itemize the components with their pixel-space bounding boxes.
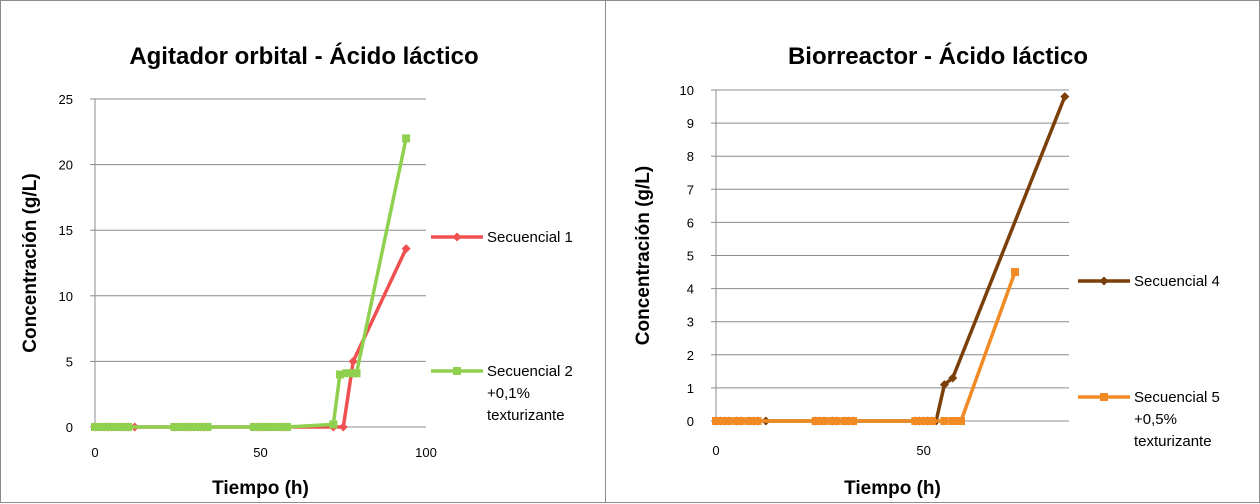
- y-tick-label: 20: [59, 158, 73, 173]
- x-tick-label: 0: [712, 443, 719, 458]
- y-tick-label: 3: [687, 315, 694, 330]
- y-tick-label: 2: [687, 348, 694, 363]
- x-tick-label: 50: [253, 445, 267, 460]
- chart-panel-left: Agitador orbital - Ácido láctico 0 5 10 15 20…: [0, 0, 606, 503]
- series-2-point: [335, 370, 344, 379]
- series-3-point: [939, 380, 949, 390]
- series-4-legend-label: texturizante: [1134, 433, 1212, 450]
- series-1-line: [95, 247, 408, 429]
- series-4-point: [940, 417, 949, 425]
- chart-title: Agitador orbital - Ácido láctico: [129, 42, 478, 70]
- series-1-point: [338, 422, 348, 432]
- series-4-point: [736, 417, 745, 425]
- series-4-point: [811, 417, 820, 425]
- series-3-point: [948, 373, 958, 383]
- chart-right: Biorreactor - Ácido láctico 0 1 2 3 4 5 6 7 8 9 10 0…: [633, 42, 1220, 499]
- series-4-point: [1011, 268, 1020, 277]
- y-tick-label: 5: [687, 249, 694, 264]
- series-4-point: [745, 417, 754, 425]
- series-4-point: [923, 417, 932, 425]
- y-tick-label: 15: [59, 223, 73, 238]
- y-tick-label: 10: [59, 289, 73, 304]
- series-4-point: [732, 417, 741, 425]
- series-4-point: [815, 417, 824, 425]
- y-tick-label: 0: [687, 414, 694, 429]
- series-4-point: [724, 417, 733, 425]
- series-1-point: [401, 244, 411, 254]
- series-4-point: [927, 417, 936, 425]
- series-2-legend-label: texturizante: [487, 407, 565, 424]
- series-1-legend-label: Secuencial 1: [487, 229, 573, 246]
- series-2-point: [282, 423, 291, 431]
- series-4-point: [712, 417, 720, 425]
- y-axis-title: Concentración (g/L): [20, 173, 41, 352]
- y-axis-title: Concentración (g/L): [633, 166, 654, 345]
- series-4-legend-label: +0,5%: [1134, 411, 1177, 428]
- series-4-point: [749, 417, 758, 425]
- series-4-point: [828, 417, 837, 425]
- series-3-legend-label: Secuencial 4: [1134, 273, 1220, 290]
- series-2-point: [342, 369, 351, 378]
- x-tick-label: 100: [415, 445, 437, 460]
- series-2-point: [124, 423, 133, 431]
- series-4-point: [849, 417, 858, 425]
- series-3-legend-marker: [1099, 276, 1109, 286]
- y-tick-label: 0: [66, 420, 73, 435]
- series-4-point: [832, 417, 841, 425]
- series-2-legend-label: +0,1%: [487, 385, 530, 402]
- x-tick-label: 50: [916, 443, 930, 458]
- y-tick-label: 1: [687, 381, 694, 396]
- series-4-point: [840, 417, 849, 425]
- series-1-point: [348, 356, 358, 366]
- series-4-point: [819, 417, 828, 425]
- series-4-point: [720, 417, 729, 425]
- series-3-line: [716, 95, 1067, 423]
- series-2-legend-label: Secuencial 2: [487, 363, 573, 380]
- series-2-line: [95, 138, 408, 429]
- series-2-point: [352, 369, 361, 378]
- series-2-point: [329, 420, 338, 429]
- series-1-legend-marker: [452, 232, 462, 242]
- y-tick-label: 5: [66, 354, 73, 369]
- y-tick-label: 25: [59, 92, 73, 107]
- series-4-point: [957, 417, 966, 425]
- series-4-point: [915, 417, 924, 425]
- series-4-legend-marker: [1100, 393, 1108, 401]
- x-tick-label: 0: [91, 445, 98, 460]
- y-tick-label: 9: [687, 116, 694, 131]
- series-4-point: [911, 417, 920, 425]
- series-3-point: [1060, 92, 1070, 102]
- series-4-point: [948, 417, 957, 425]
- y-tick-label: 6: [687, 215, 694, 230]
- series-2-point: [402, 134, 411, 143]
- x-axis-title: Tiempo (h): [212, 478, 309, 499]
- series-2-point: [203, 423, 212, 431]
- chart-left: Agitador orbital - Ácido láctico 0 5 10 15 20…: [20, 42, 573, 499]
- series-2-legend-marker: [453, 367, 461, 375]
- x-axis-title: Tiempo (h): [844, 478, 941, 499]
- y-tick-label: 8: [687, 149, 694, 164]
- series-4-point: [753, 417, 762, 425]
- y-tick-label: 4: [687, 282, 694, 297]
- series-4-point: [919, 417, 928, 425]
- series-4-point: [844, 417, 853, 425]
- chart-panel-right: Biorreactor - Ácido láctico 0 1 2 3 4 5 6 7 8 9 10 0…: [605, 0, 1260, 503]
- y-tick-label: 10: [680, 83, 694, 98]
- chart-title: Biorreactor - Ácido láctico: [788, 42, 1088, 70]
- y-tick-label: 7: [687, 182, 694, 197]
- series-4-legend-label: Secuencial 5: [1134, 389, 1220, 406]
- series-4-line: [716, 271, 1017, 423]
- series-4-point: [952, 417, 961, 425]
- series-4-point: [716, 417, 725, 425]
